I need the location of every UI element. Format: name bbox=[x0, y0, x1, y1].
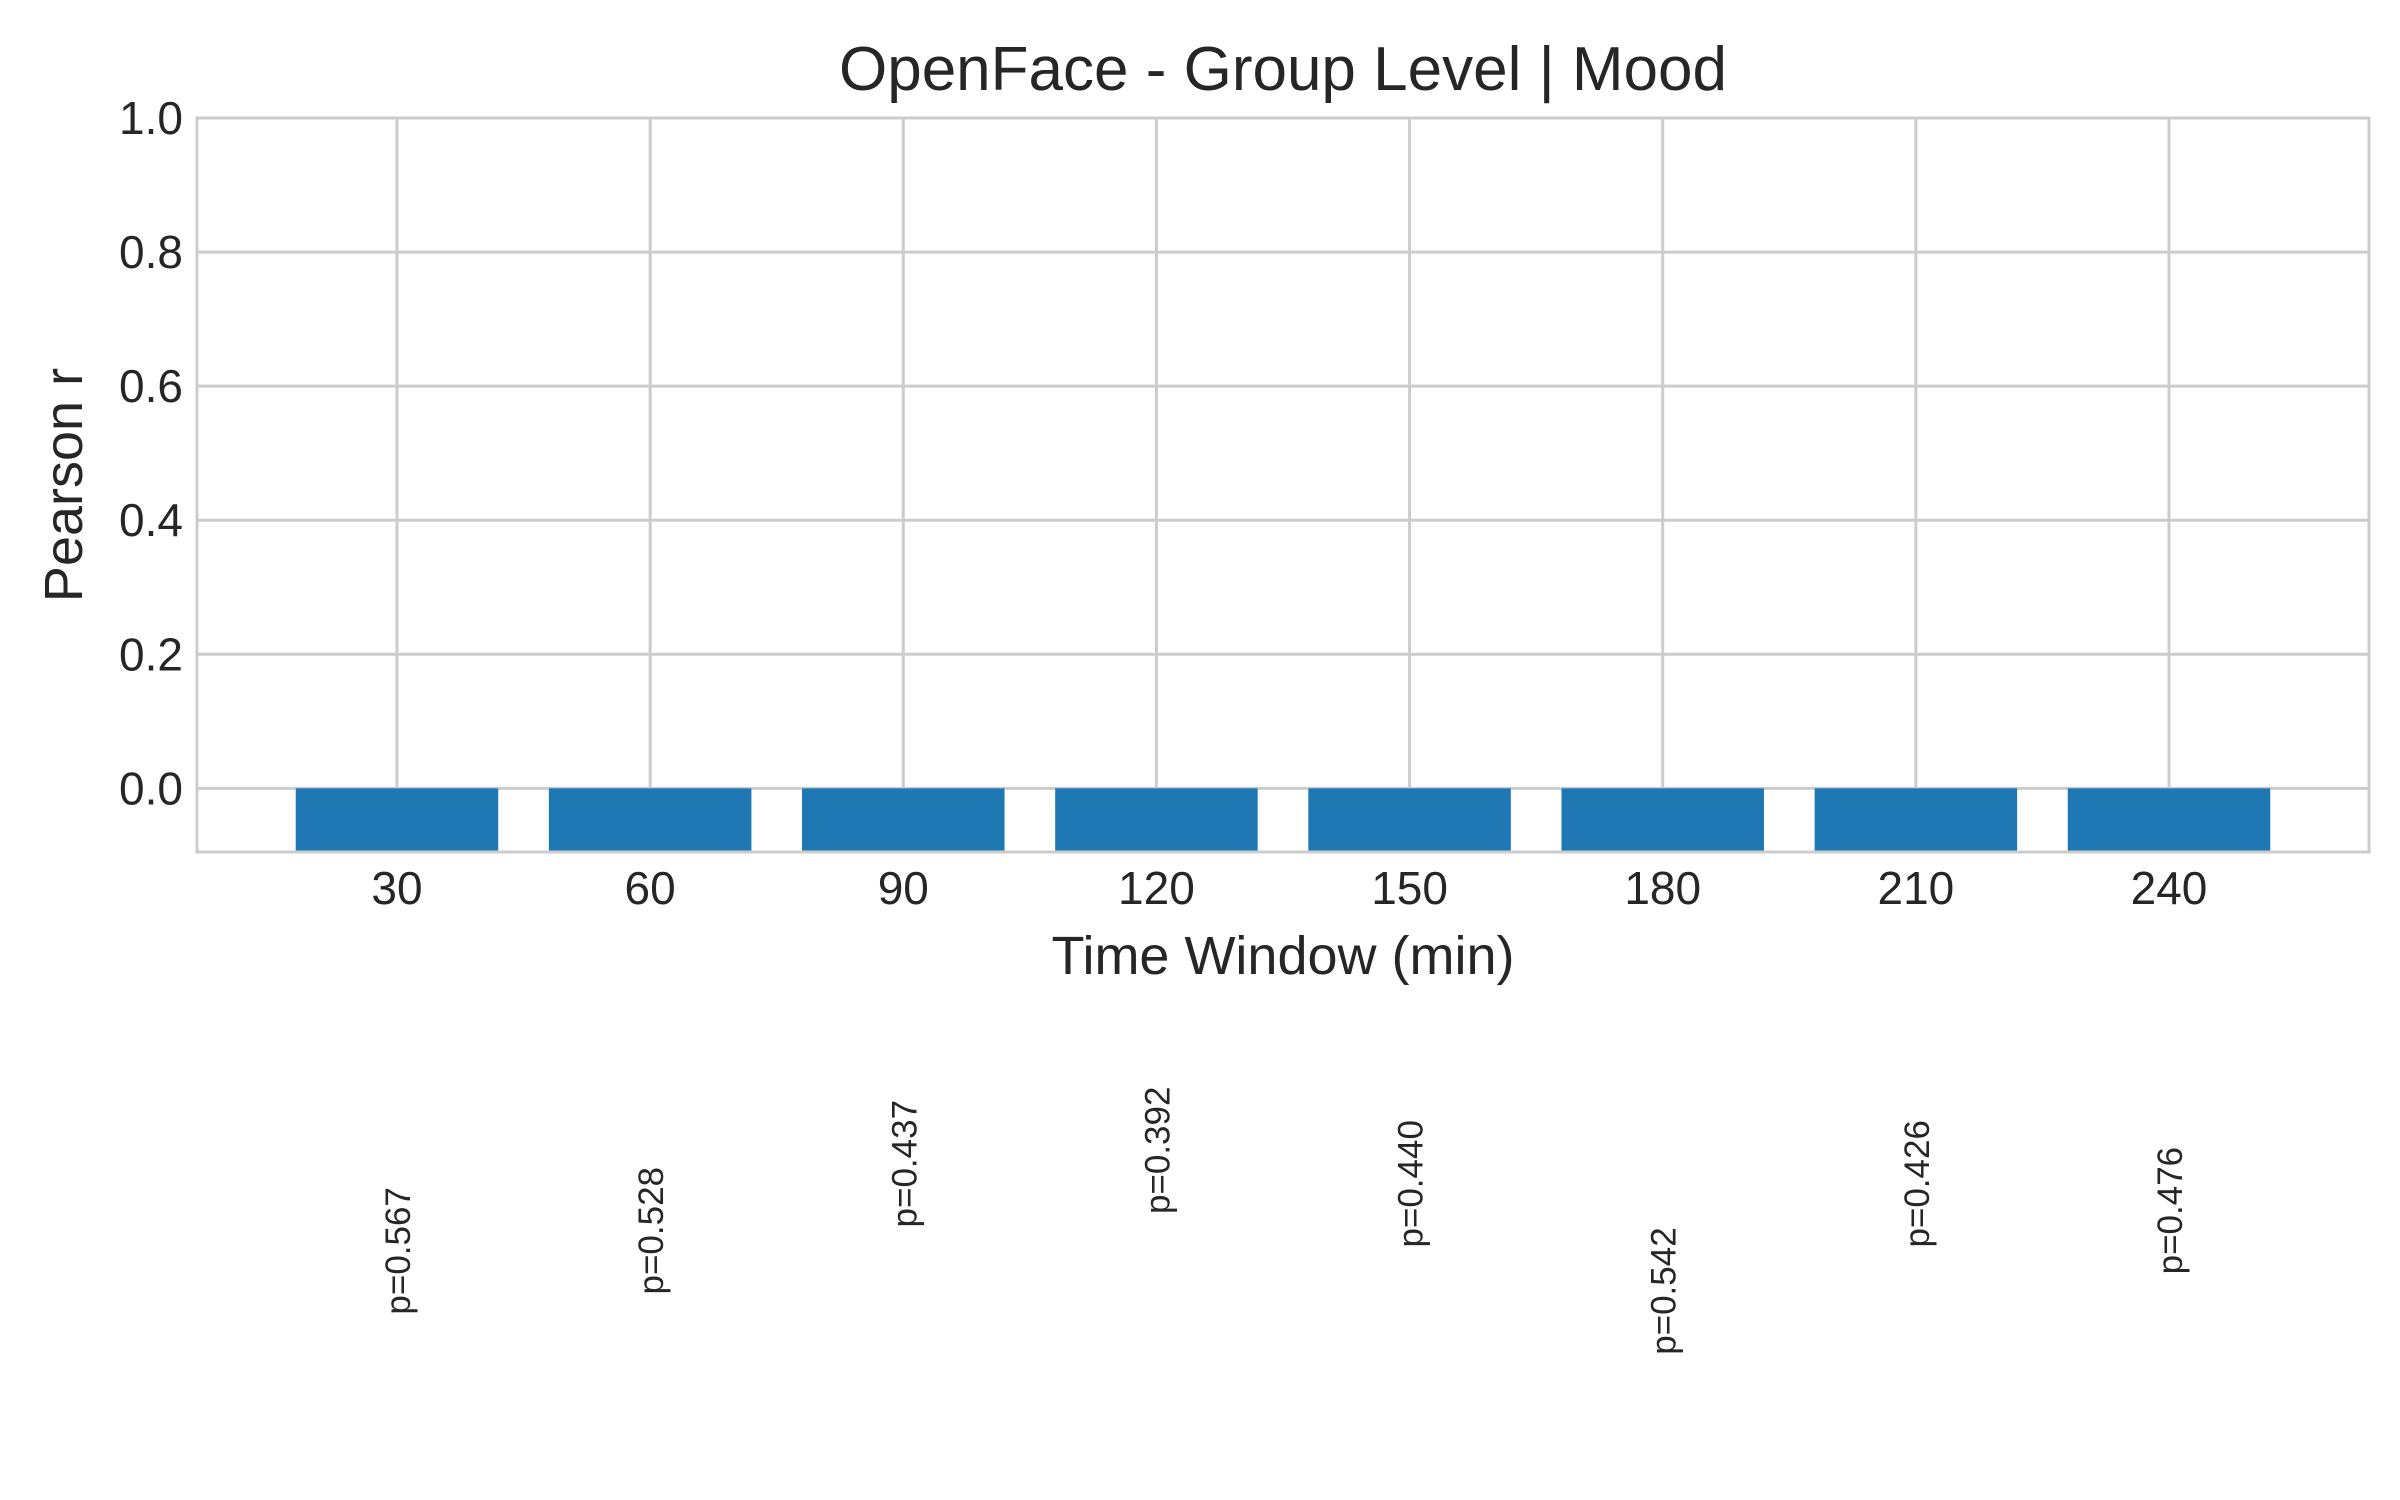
bar bbox=[1814, 788, 2018, 852]
bar-layer bbox=[295, 788, 2271, 852]
x-tick-label: 60 bbox=[625, 862, 676, 914]
grid-layer bbox=[197, 116, 2369, 852]
p-value-label: p=0.476 bbox=[2151, 1147, 2190, 1275]
bar bbox=[295, 788, 499, 852]
x-tick-label: 120 bbox=[1118, 862, 1195, 914]
chart-title: OpenFace - Group Level | Mood bbox=[839, 35, 1727, 104]
p-value-label: p=0.426 bbox=[1898, 1120, 1937, 1248]
bar bbox=[1561, 788, 1764, 852]
p-value-label: p=0.440 bbox=[1392, 1120, 1431, 1248]
bar bbox=[2067, 788, 2271, 852]
y-tick-label: 0.8 bbox=[119, 226, 183, 278]
p-value-label: p=0.542 bbox=[1645, 1227, 1684, 1355]
y-tick-label: 0.4 bbox=[119, 494, 183, 546]
p-value-label: p=0.392 bbox=[1138, 1087, 1177, 1215]
y-tick-label: 1.0 bbox=[119, 92, 183, 144]
p-value-label: p=0.528 bbox=[632, 1167, 671, 1295]
bar bbox=[1055, 788, 1258, 852]
p-value-annotations: p=0.567 p=0.528 p=0.437 p=0.392 p=0.440 p=0.5… bbox=[379, 1087, 2190, 1355]
x-tick-label: 240 bbox=[2131, 862, 2208, 914]
x-axis-label: Time Window (min) bbox=[1051, 926, 1514, 986]
x-tick-label: 90 bbox=[878, 862, 929, 914]
bar bbox=[1308, 788, 1511, 852]
x-tick-label: 150 bbox=[1371, 862, 1448, 914]
x-tick-label: 30 bbox=[371, 862, 422, 914]
x-tick-labels: 30 60 90 120 150 180 210 240 bbox=[371, 862, 2207, 914]
y-tick-labels: 0.0 0.2 0.4 0.6 0.8 1.0 bbox=[119, 92, 183, 814]
y-tick-label: 0.0 bbox=[119, 762, 183, 814]
y-axis-label: Pearson r bbox=[34, 368, 94, 602]
y-tick-label: 0.2 bbox=[119, 628, 183, 680]
bar bbox=[802, 788, 1005, 852]
x-tick-label: 210 bbox=[1877, 862, 1954, 914]
plot-frame bbox=[195, 116, 2371, 854]
p-value-label: p=0.567 bbox=[379, 1187, 418, 1315]
p-value-label: p=0.437 bbox=[885, 1100, 924, 1228]
y-tick-label: 0.6 bbox=[119, 360, 183, 412]
x-tick-label: 180 bbox=[1624, 862, 1701, 914]
bar bbox=[548, 788, 752, 852]
